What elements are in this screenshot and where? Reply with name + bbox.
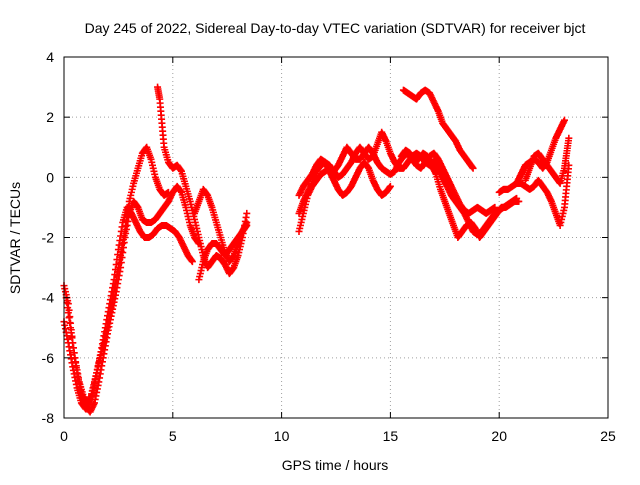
y-tick-label: 2 — [46, 109, 54, 125]
y-tick-label: 4 — [46, 49, 54, 65]
data-point — [386, 182, 394, 190]
y-tick-label: 0 — [46, 169, 54, 185]
data-point — [243, 209, 251, 217]
y-tick-label: -8 — [42, 410, 55, 426]
data-point — [565, 134, 573, 142]
data-point — [513, 194, 521, 202]
y-tick-label: -4 — [42, 290, 55, 306]
y-axis-label: SDTVAR / TECUs — [7, 182, 23, 294]
y-tick-label: -2 — [42, 230, 55, 246]
data-point — [243, 221, 251, 229]
series-arc-15 — [521, 134, 573, 187]
x-tick-label: 20 — [491, 428, 507, 444]
data-point — [560, 116, 568, 124]
x-tick-label: 5 — [169, 428, 177, 444]
x-axis-label: GPS time / hours — [282, 457, 389, 473]
series-arc-10 — [399, 86, 477, 172]
series-arc-11 — [397, 146, 523, 241]
data-points-layer — [60, 83, 573, 416]
chart-title: Day 245 of 2022, Sidereal Day-to-day VTE… — [85, 20, 586, 36]
data-point — [469, 164, 477, 172]
series-arc-6 — [195, 221, 251, 284]
x-tick-label: 0 — [60, 428, 68, 444]
data-point — [188, 258, 196, 266]
series-arc-12 — [430, 155, 521, 238]
x-tick-label: 15 — [383, 428, 399, 444]
x-tick-label: 25 — [600, 428, 616, 444]
x-tick-label: 10 — [274, 428, 290, 444]
data-point — [164, 188, 172, 196]
y-tick-label: -6 — [42, 350, 55, 366]
series-arc-3 — [60, 143, 172, 413]
series-arc-9 — [295, 155, 394, 199]
ticks-layer: 0 5 10 15 20 25 -8 -6 -4 -2 0 2 4 — [42, 49, 616, 444]
